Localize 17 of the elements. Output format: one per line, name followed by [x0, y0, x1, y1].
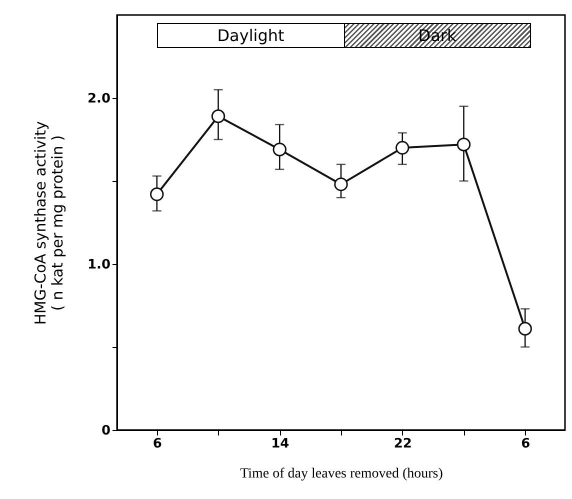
point: [456, 138, 471, 152]
annotation: Daylight: [158, 24, 344, 47]
point: [395, 140, 410, 155]
point: [272, 142, 287, 156]
y-tick-label: 0: [101, 424, 110, 438]
point: [150, 187, 164, 202]
x-axis-title: Time of day leaves removed (hours): [240, 466, 444, 482]
x-tick-label: 14: [271, 436, 290, 452]
x-tick-label: 6: [152, 436, 162, 452]
y-tick-label: 1.0: [87, 258, 110, 272]
x-tick-label: 6: [521, 436, 530, 452]
y-axis-title: HMG-CoA synthase activity ( n kat per mg protein ): [31, 120, 66, 325]
y-tick-label: 2.0: [87, 92, 110, 106]
point: [334, 177, 348, 192]
point: [518, 322, 532, 336]
x-tick-label: 22: [394, 436, 412, 452]
point: [211, 109, 226, 124]
